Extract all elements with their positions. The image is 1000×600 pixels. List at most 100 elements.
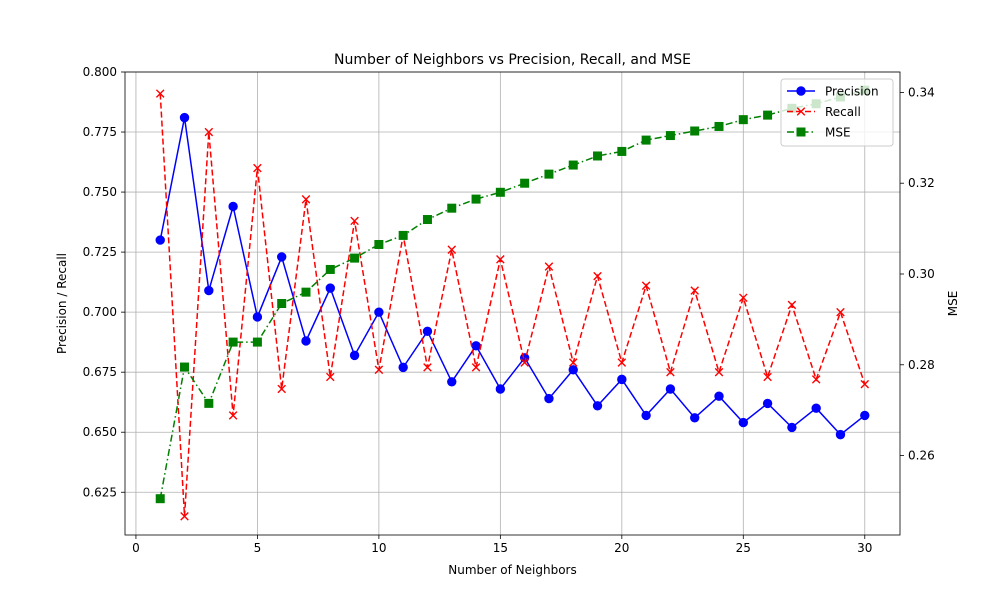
series-mse <box>155 85 870 504</box>
data-point-mse <box>447 203 457 213</box>
data-point-recall <box>641 281 651 291</box>
series-layer <box>155 85 870 521</box>
data-point-precision <box>179 112 190 123</box>
data-point-recall <box>496 255 505 264</box>
data-point-precision <box>860 410 870 421</box>
data-point-precision <box>835 429 846 440</box>
data-point-mse <box>155 494 165 504</box>
data-point-precision <box>738 417 748 428</box>
data-point-mse <box>665 131 675 141</box>
chart-title: Number of Neighbors vs Precision, Recall… <box>334 52 691 68</box>
data-point-mse <box>277 299 287 308</box>
data-point-recall <box>568 358 578 367</box>
data-point-recall <box>787 300 797 310</box>
data-point-mse <box>568 160 578 170</box>
data-point-mse <box>617 146 627 156</box>
legend-label-precision: Precision <box>825 85 879 99</box>
data-point-precision <box>544 393 554 404</box>
y-right-tick-label: 0.30 <box>908 267 935 281</box>
series-line-mse <box>159 89 865 499</box>
data-point-mse <box>641 135 651 145</box>
data-point-mse <box>180 362 190 372</box>
y-right-tick-label: 0.28 <box>908 358 935 372</box>
x-tick-label: 0 <box>132 541 140 555</box>
legend-items: Precision Recall MSE <box>787 85 879 140</box>
data-point-precision <box>277 252 287 262</box>
x-tick-label: 30 <box>857 541 872 555</box>
data-point-recall <box>447 245 457 255</box>
legend-item-recall: Recall <box>787 105 861 119</box>
grid-layer <box>125 71 900 535</box>
series-recall <box>155 89 870 521</box>
data-point-mse <box>422 215 432 225</box>
x-tick-label: 5 <box>254 541 262 555</box>
y-left-tick-label: 0.725 <box>83 245 117 259</box>
data-point-precision <box>592 401 603 411</box>
data-point-precision <box>155 235 165 245</box>
data-point-recall <box>471 363 481 372</box>
series-precision <box>155 112 870 440</box>
data-point-precision <box>495 384 506 394</box>
legend-label-recall: Recall <box>825 105 861 119</box>
y-left-tick-label: 0.775 <box>83 125 117 139</box>
data-point-recall <box>811 375 821 384</box>
data-point-precision <box>374 307 384 317</box>
series-line-recall <box>159 93 866 517</box>
y-left-tick-label: 0.750 <box>83 185 117 199</box>
data-point-mse <box>350 253 360 263</box>
legend-marker-mse <box>796 127 806 137</box>
legend-item-mse: MSE <box>787 126 851 140</box>
data-point-mse <box>763 110 773 120</box>
data-point-mse <box>398 230 408 240</box>
data-point-precision <box>617 374 627 385</box>
data-point-recall <box>714 367 724 377</box>
data-point-mse <box>714 121 724 131</box>
data-point-recall <box>325 372 335 382</box>
data-point-recall <box>228 411 238 420</box>
data-point-mse <box>471 194 481 204</box>
data-point-recall <box>666 367 675 377</box>
data-point-mse <box>374 239 384 249</box>
data-point-recall <box>739 293 748 303</box>
legend-box <box>780 78 894 147</box>
y-right-tick-label: 0.26 <box>908 449 935 463</box>
y-left-tick-label: 0.675 <box>83 365 117 379</box>
data-point-precision <box>641 410 651 421</box>
y-axis-right-label: MSE <box>946 291 960 317</box>
data-point-recall <box>860 379 870 389</box>
ticks-layer: 0 5 10 15 20 25 30 0.625 0.650 0.675 0.700 0.725 0.7… <box>83 65 935 555</box>
data-point-precision <box>568 365 578 375</box>
data-point-recall <box>617 358 627 367</box>
data-point-precision <box>301 336 311 346</box>
y-right-tick-label: 0.32 <box>908 176 935 190</box>
data-point-precision <box>471 341 481 351</box>
legend-item-precision: Precision <box>787 85 879 99</box>
legend-marker-precision <box>796 86 806 96</box>
data-point-recall <box>520 358 529 367</box>
x-tick-label: 20 <box>614 541 629 555</box>
data-point-recall <box>253 163 262 173</box>
data-point-precision <box>690 413 700 423</box>
y-left-tick-label: 0.800 <box>83 65 117 79</box>
data-point-mse <box>204 398 214 408</box>
x-tick-label: 25 <box>736 541 751 555</box>
data-point-precision <box>325 283 335 293</box>
data-point-precision <box>714 391 724 401</box>
data-point-recall <box>423 363 432 372</box>
data-point-mse <box>520 178 530 188</box>
data-point-recall <box>763 372 772 382</box>
data-point-recall <box>180 511 189 521</box>
data-point-mse <box>252 337 262 347</box>
legend-label-mse: MSE <box>825 126 851 140</box>
plot-frame <box>124 71 901 536</box>
data-point-mse <box>228 337 238 347</box>
data-point-precision <box>398 362 408 373</box>
data-point-recall <box>593 271 602 281</box>
data-point-recall <box>690 286 700 295</box>
legend: Precision Recall MSE <box>780 78 894 147</box>
data-point-mse <box>690 126 700 136</box>
y-right-tick-label: 0.34 <box>908 85 935 99</box>
data-point-mse <box>301 287 311 297</box>
data-point-mse <box>544 169 554 179</box>
data-point-mse <box>495 187 505 197</box>
